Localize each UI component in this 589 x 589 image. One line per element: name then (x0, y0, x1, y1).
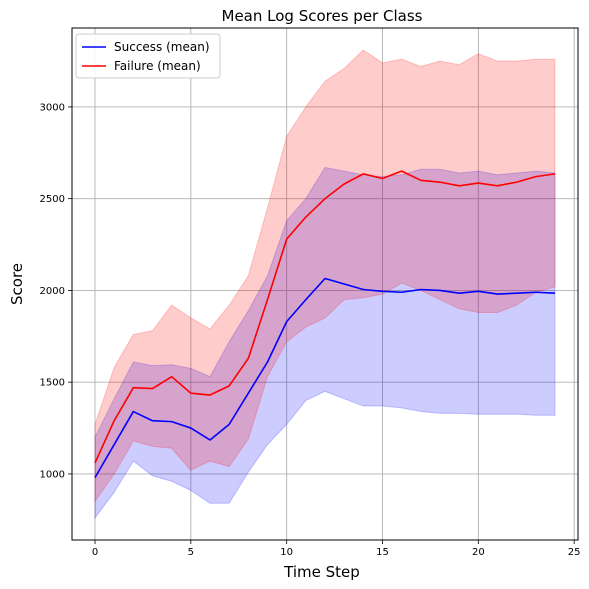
y-tick-label: 1000 (40, 469, 65, 480)
y-tick-label: 2000 (40, 286, 65, 297)
success-confidence-band (94, 166, 556, 520)
plot-frame (71, 27, 579, 541)
x-tick-label: 15 (376, 547, 389, 558)
y-tick-label: 3000 (40, 102, 65, 113)
y-tick-label: 2500 (40, 194, 65, 205)
y-tick-label: 1500 (40, 378, 65, 389)
x-tick-label: 20 (472, 547, 485, 558)
mean-lines (94, 170, 556, 479)
legend: Success (mean) Failure (mean) (75, 33, 221, 79)
confidence-bands (94, 49, 556, 520)
y-axis-label: Score (8, 263, 26, 305)
y-axis-ticks: 1000 1500 2000 2500 3000 (40, 102, 72, 480)
x-axis-label: Time Step (283, 563, 360, 581)
legend-label-failure: Failure (mean) (114, 59, 201, 73)
x-tick-label: 0 (92, 547, 98, 558)
chart-title: Mean Log Scores per Class (222, 7, 423, 25)
success-mean-line (94, 277, 556, 479)
legend-box (75, 33, 221, 79)
legend-label-success: Success (mean) (114, 40, 210, 54)
x-tick-label: 25 (568, 547, 581, 558)
x-tick-label: 10 (280, 547, 293, 558)
x-axis-ticks: 0 5 10 15 20 25 (92, 540, 581, 558)
failure-confidence-band (94, 49, 556, 504)
x-tick-label: 5 (188, 547, 194, 558)
failure-mean-line (94, 170, 556, 464)
